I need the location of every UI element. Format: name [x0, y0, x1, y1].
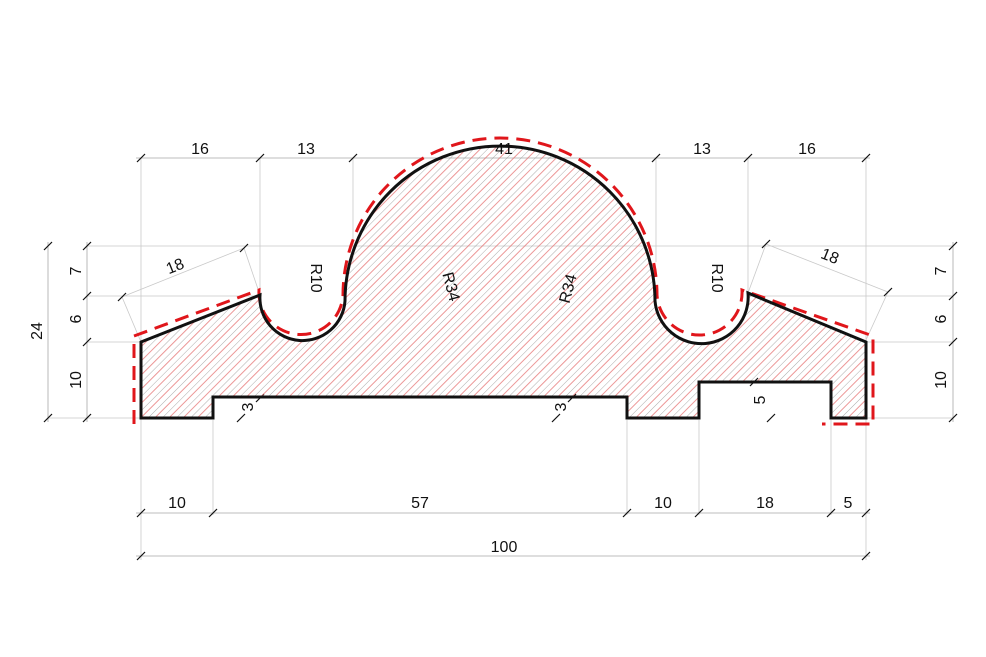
dim-right-3: 10 [933, 371, 950, 389]
left-dimensions: 7 6 10 24 [29, 266, 85, 388]
dim-top-2: 13 [297, 141, 315, 158]
dim-bottom-3: 10 [654, 495, 672, 512]
right-dimensions: 7 6 10 [933, 266, 950, 388]
dimension-lines [47, 157, 954, 557]
slope-dimensions: 18 18 [164, 246, 841, 278]
dim-bottom-1: 10 [168, 495, 186, 512]
dim-left-3: 10 [68, 371, 85, 389]
extension-lines [48, 158, 953, 560]
dim-bottom-2: 57 [411, 495, 429, 512]
groove-right-depth: 5 [752, 395, 769, 404]
dim-slope-left: 18 [164, 256, 187, 278]
dim-top-5: 16 [798, 141, 816, 158]
dim-left-1: 7 [68, 266, 85, 275]
dim-left-total: 24 [29, 322, 46, 340]
dim-right-1: 7 [933, 266, 950, 275]
radius-left-small: R10 [307, 263, 324, 292]
dim-bottom-5: 5 [844, 495, 853, 512]
radius-right-small: R10 [708, 263, 725, 292]
offset-dashed-outline [132, 136, 875, 426]
bottom-dimensions: 10 57 10 18 5 100 [168, 495, 852, 556]
dim-slope-right: 18 [818, 246, 841, 268]
groove-labels: 3 3 5 [240, 395, 769, 411]
groove-middle-depth: 3 [553, 402, 570, 411]
dim-top-3: 41 [495, 141, 513, 158]
dim-bottom-4: 18 [756, 495, 774, 512]
tick-marks [43, 153, 958, 561]
radius-labels: R10 R34 R34 R10 [307, 263, 725, 305]
top-dimensions: 16 13 41 13 16 [191, 141, 816, 158]
profile-section [139, 144, 868, 420]
dim-top-1: 16 [191, 141, 209, 158]
dim-right-2: 6 [933, 314, 950, 323]
dim-left-2: 6 [68, 314, 85, 323]
groove-left-depth: 3 [240, 402, 257, 411]
dim-top-4: 13 [693, 141, 711, 158]
dim-overall: 100 [491, 539, 518, 556]
